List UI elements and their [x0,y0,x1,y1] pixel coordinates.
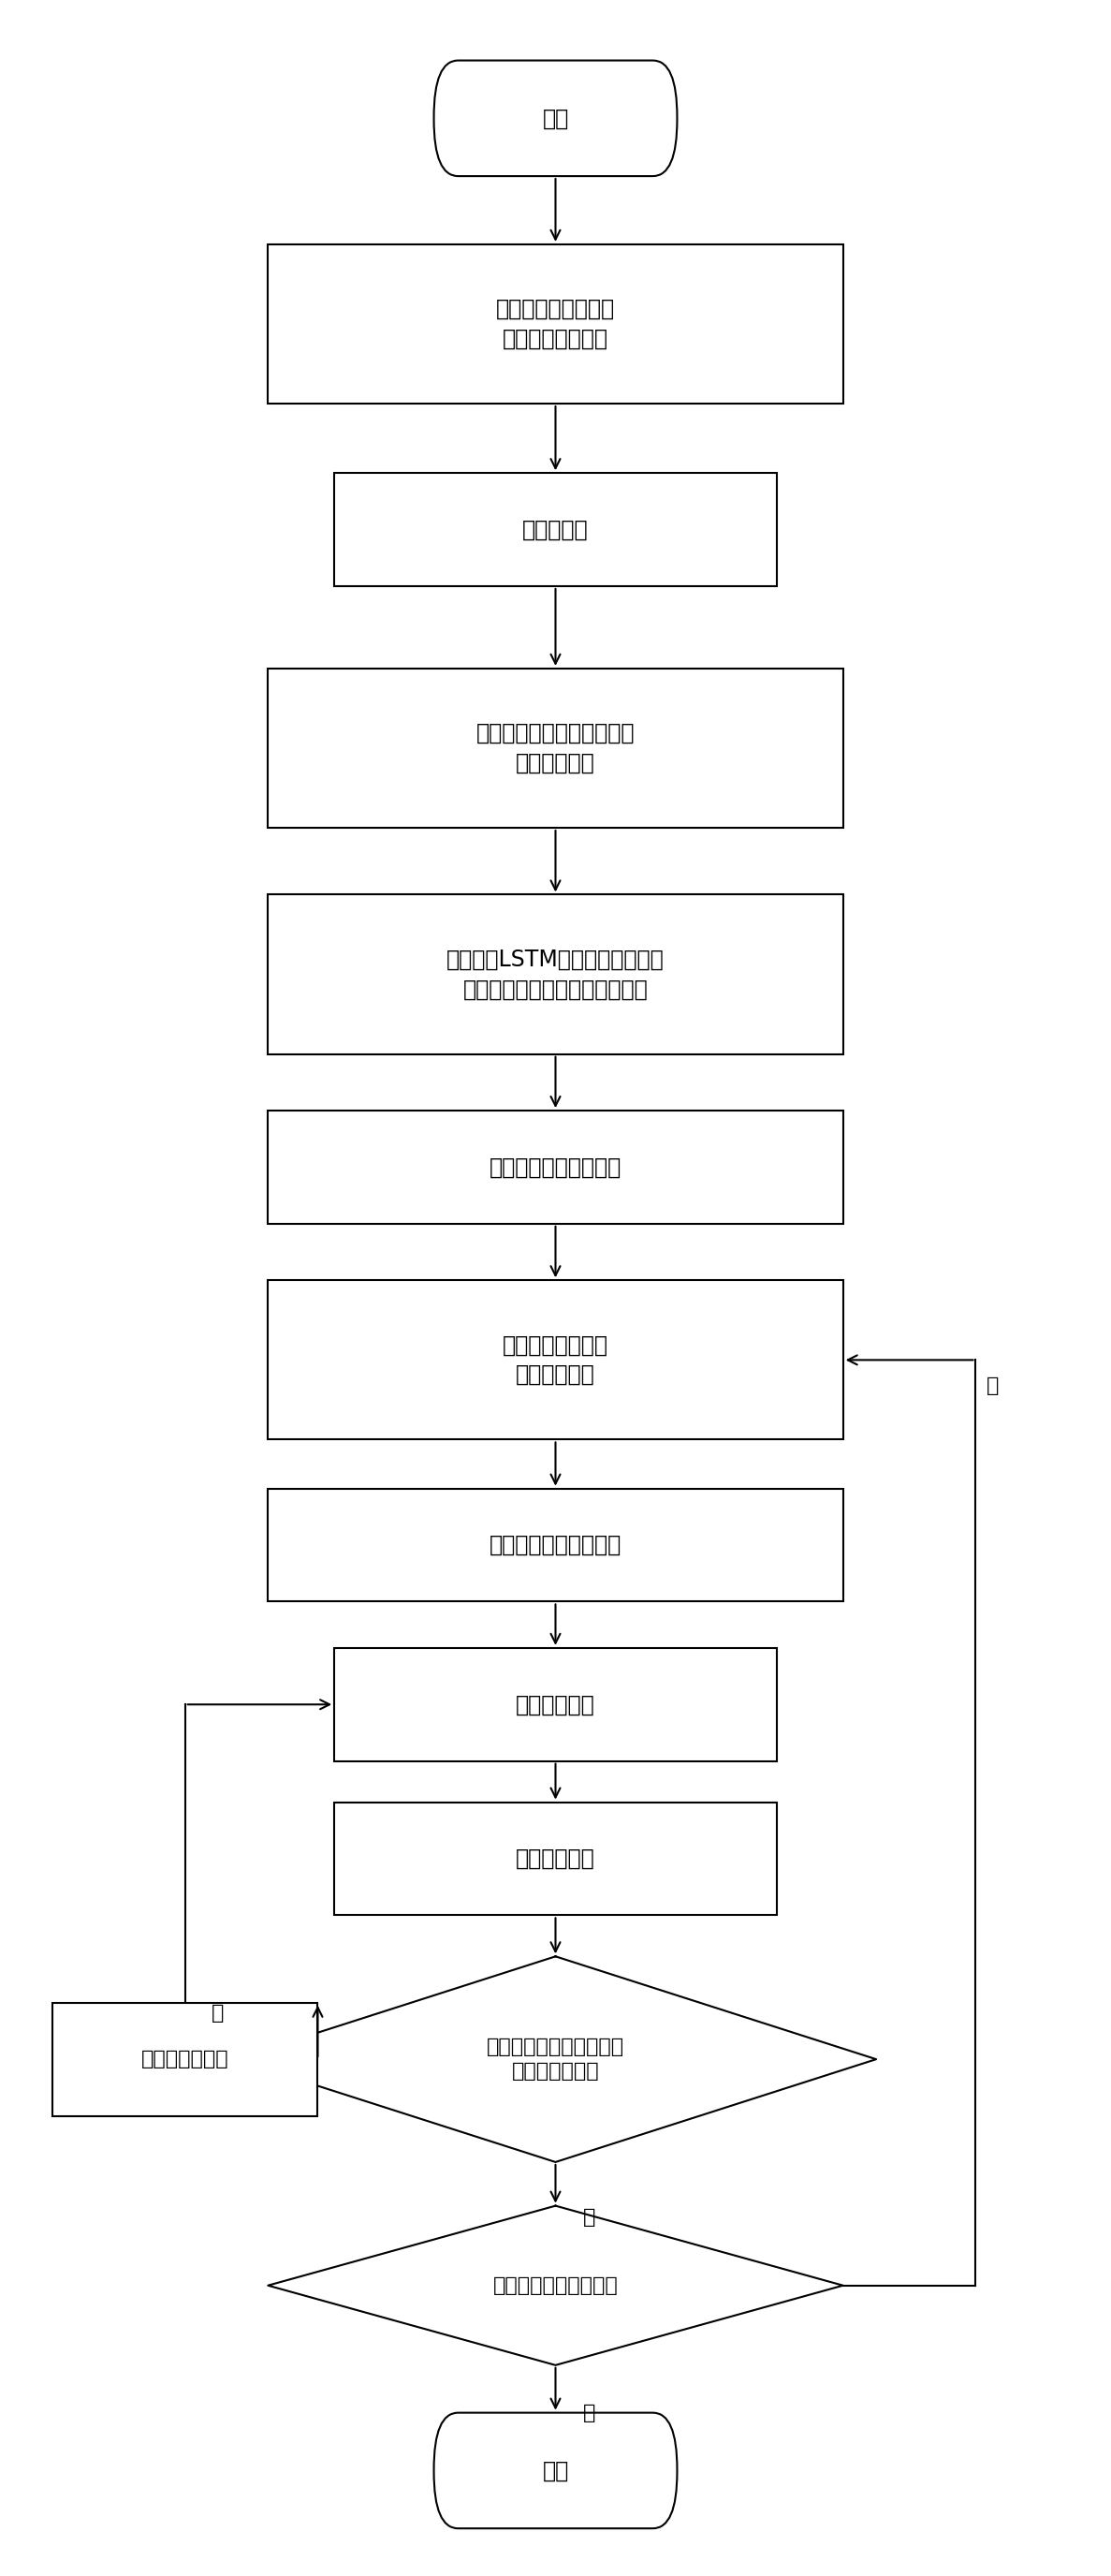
Text: 数据预处理: 数据预处理 [522,518,589,541]
Bar [268,1110,843,1224]
Text: 否: 否 [211,2004,223,2022]
Bar [268,1489,843,1602]
FancyBboxPatch shape [434,2414,677,2530]
Text: 重新调整超参数: 重新调整超参数 [141,2050,229,2069]
Text: 统计道路交叉口各个
进口道的交通流量: 统计道路交叉口各个 进口道的交通流量 [496,299,615,350]
Text: 所有进口道是否完成？: 所有进口道是否完成？ [493,2277,618,2295]
Text: 选择某进口道的训
练集和测试集: 选择某进口道的训 练集和测试集 [502,1334,609,1386]
Text: 训练预测模型: 训练预测模型 [516,1692,595,1716]
Bar [52,2002,318,2115]
Polygon shape [268,2205,843,2365]
FancyBboxPatch shape [434,59,677,175]
Bar [268,1280,843,1440]
Text: 设置预测模型的超参数: 设置预测模型的超参数 [490,1157,621,1177]
Text: 开始: 开始 [542,108,569,129]
Bar [268,667,843,827]
Text: 是: 是 [583,2403,595,2421]
Text: 结束: 结束 [542,2460,569,2481]
Text: 是: 是 [583,2208,595,2228]
Text: 计算道路交叉口的转向比，
并拆分数据集: 计算道路交叉口的转向比， 并拆分数据集 [477,721,634,775]
Text: 分析预测结果，预测精度
是否满足要求？: 分析预测结果，预测精度 是否满足要求？ [487,2038,624,2081]
Bar [268,894,843,1054]
Text: 设计基于LSTM神经网络的预测模
型，并选择激活函数和损失函数: 设计基于LSTM神经网络的预测模 型，并选择激活函数和损失函数 [447,948,664,999]
Text: 初始化预测模型的参数: 初始化预测模型的参数 [490,1533,621,1556]
Bar [268,245,843,404]
Bar [334,1649,777,1762]
Bar [334,474,777,587]
Text: 否: 否 [987,1376,999,1396]
Bar [334,1803,777,1917]
Text: 测试预测模型: 测试预测模型 [516,1847,595,1870]
Polygon shape [234,1955,877,2161]
